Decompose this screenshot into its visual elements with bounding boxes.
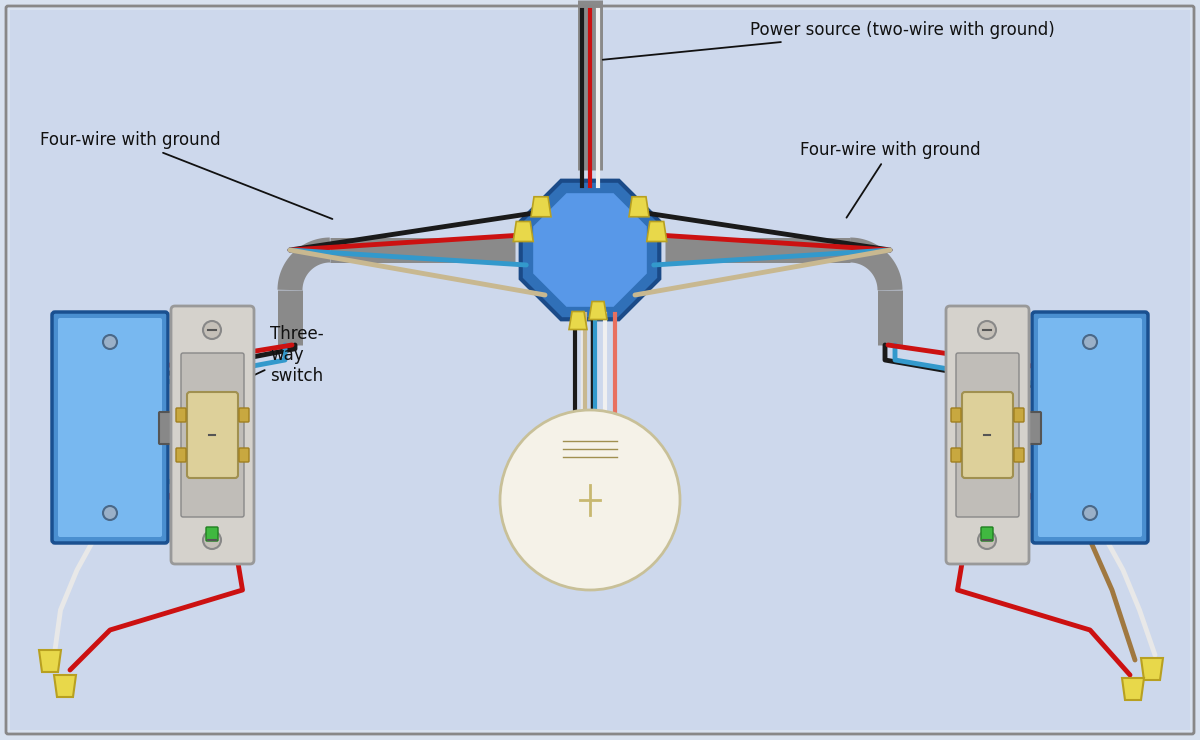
FancyBboxPatch shape bbox=[181, 353, 244, 517]
FancyBboxPatch shape bbox=[158, 412, 173, 444]
FancyBboxPatch shape bbox=[187, 392, 238, 478]
FancyBboxPatch shape bbox=[962, 392, 1013, 478]
Circle shape bbox=[203, 531, 221, 549]
Polygon shape bbox=[533, 193, 647, 307]
Circle shape bbox=[103, 506, 118, 520]
Polygon shape bbox=[38, 650, 61, 672]
Polygon shape bbox=[629, 197, 649, 217]
Circle shape bbox=[1084, 506, 1097, 520]
Polygon shape bbox=[54, 675, 76, 697]
FancyBboxPatch shape bbox=[1032, 312, 1148, 543]
Polygon shape bbox=[514, 221, 533, 241]
Circle shape bbox=[103, 335, 118, 349]
FancyBboxPatch shape bbox=[956, 353, 1019, 517]
FancyBboxPatch shape bbox=[239, 408, 250, 422]
Text: Three-
way
switch: Three- way switch bbox=[182, 325, 324, 408]
FancyBboxPatch shape bbox=[206, 527, 218, 541]
Circle shape bbox=[979, 427, 995, 443]
FancyBboxPatch shape bbox=[982, 527, 994, 541]
Polygon shape bbox=[569, 312, 587, 329]
Text: Four-wire with ground: Four-wire with ground bbox=[40, 131, 332, 219]
FancyBboxPatch shape bbox=[172, 306, 254, 564]
Polygon shape bbox=[1122, 678, 1144, 700]
FancyBboxPatch shape bbox=[1038, 318, 1142, 537]
Text: Three-
way
switch: Three- way switch bbox=[1021, 325, 1099, 433]
FancyBboxPatch shape bbox=[952, 448, 961, 462]
Circle shape bbox=[204, 427, 220, 443]
Text: Four-wire with ground: Four-wire with ground bbox=[800, 141, 980, 218]
Polygon shape bbox=[647, 221, 667, 241]
FancyBboxPatch shape bbox=[239, 448, 250, 462]
Polygon shape bbox=[1141, 658, 1163, 680]
FancyBboxPatch shape bbox=[557, 427, 623, 468]
Polygon shape bbox=[530, 197, 551, 217]
Circle shape bbox=[1084, 335, 1097, 349]
Polygon shape bbox=[589, 301, 607, 320]
Circle shape bbox=[500, 410, 680, 590]
FancyBboxPatch shape bbox=[952, 408, 961, 422]
FancyBboxPatch shape bbox=[1014, 408, 1024, 422]
FancyBboxPatch shape bbox=[176, 448, 186, 462]
Circle shape bbox=[978, 321, 996, 339]
FancyBboxPatch shape bbox=[1014, 448, 1024, 462]
FancyBboxPatch shape bbox=[58, 318, 162, 537]
FancyBboxPatch shape bbox=[1027, 412, 1042, 444]
Circle shape bbox=[203, 321, 221, 339]
Circle shape bbox=[978, 531, 996, 549]
Polygon shape bbox=[521, 181, 659, 319]
Text: Power source (two-wire with ground): Power source (two-wire with ground) bbox=[602, 21, 1055, 60]
FancyBboxPatch shape bbox=[176, 408, 186, 422]
FancyBboxPatch shape bbox=[946, 306, 1030, 564]
FancyBboxPatch shape bbox=[52, 312, 168, 543]
Polygon shape bbox=[527, 465, 653, 500]
